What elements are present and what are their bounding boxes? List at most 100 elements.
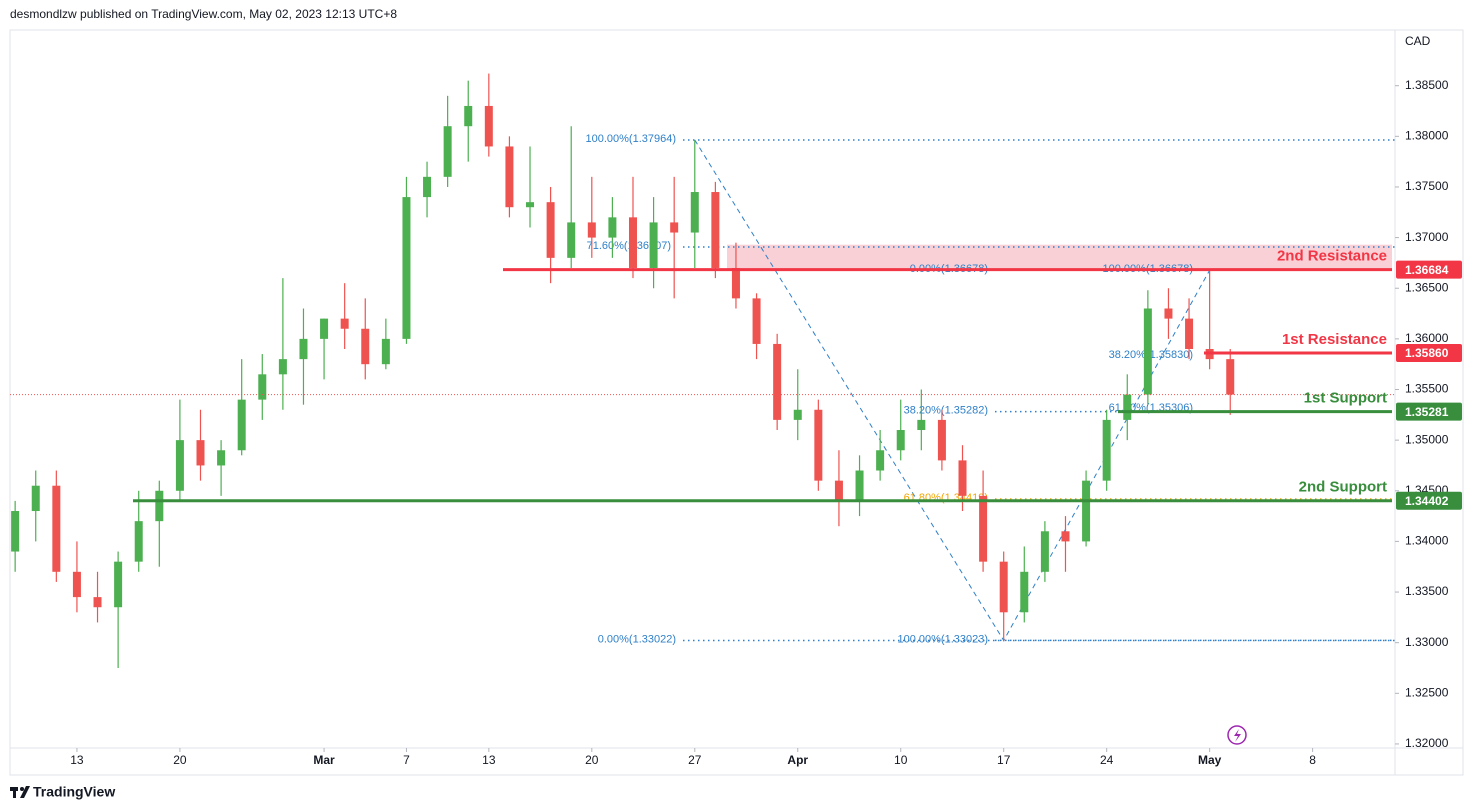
y-tick-label: 1.38000 (1405, 129, 1449, 143)
candle-body (814, 409, 823, 481)
candle-body (443, 126, 452, 177)
fib-label: 38.20%(1.35282) (904, 404, 988, 416)
x-tick-label: 10 (894, 753, 908, 767)
plot: 100.00%(1.37964) 71.60%(1.36907) 0.00%(1.3… (10, 73, 1395, 668)
level-name: 1st Resistance (1282, 331, 1387, 348)
candle-body (1061, 531, 1070, 542)
fib-label: 100.00%(1.33023) (897, 633, 988, 645)
y-tick-label: 1.38500 (1405, 78, 1449, 92)
axis-unit: CAD (1405, 34, 1431, 48)
y-tick-label: 1.37000 (1405, 230, 1449, 244)
candle-body (896, 430, 905, 451)
candle-body (237, 399, 246, 451)
candle-body (1185, 318, 1194, 349)
frame (9, 29, 1464, 776)
candle-body (876, 450, 885, 471)
candle-body (340, 318, 349, 329)
candle-body (834, 480, 843, 501)
price-badge-label: 1.35281 (1405, 405, 1449, 419)
candle-body (1102, 419, 1111, 481)
candle-body (1082, 480, 1091, 542)
candle-body (690, 192, 699, 233)
candle-body (773, 343, 782, 420)
candle-body (175, 440, 184, 491)
price-badge-label: 1.35860 (1405, 346, 1449, 360)
candle-body (567, 222, 576, 258)
y-tick-label: 1.35500 (1405, 382, 1449, 396)
candle-body (937, 419, 946, 461)
price-badge (1396, 344, 1462, 363)
candle-body (72, 571, 81, 598)
x-tick-label: 13 (70, 753, 84, 767)
fib-label: 71.60%(1.36907) (587, 240, 671, 252)
x-tick-label: 20 (173, 753, 187, 767)
x-tick-label: 7 (403, 753, 410, 767)
candle-body (628, 217, 637, 268)
price-badge (1396, 402, 1462, 421)
candle-body (526, 202, 535, 208)
candle-body (93, 597, 102, 608)
y-tick-label: 1.35000 (1405, 432, 1449, 446)
x-tick-label: 24 (1100, 753, 1114, 767)
candle-body (855, 470, 864, 501)
y-tick-label: 1.33000 (1405, 635, 1449, 649)
y-tick-label: 1.34000 (1405, 534, 1449, 548)
candle-body (731, 267, 740, 299)
candle-body (258, 374, 267, 400)
candle-body (670, 222, 679, 233)
price-badge (1396, 260, 1462, 279)
brand-logo (10, 786, 30, 798)
candle-body (134, 521, 143, 562)
candle-body (1020, 571, 1029, 613)
y-tick-label: 1.36000 (1405, 331, 1449, 345)
x-tick-label: 13 (482, 753, 496, 767)
candle-body (608, 217, 617, 238)
candle-body (979, 495, 988, 562)
candle-body (278, 359, 287, 375)
fib-label: 100.00%(1.37964) (585, 133, 676, 145)
level-name: 2nd Resistance (1277, 248, 1387, 265)
alert-icon[interactable] (1227, 725, 1247, 745)
candle-body (52, 485, 61, 572)
level-name: 2nd Support (1299, 479, 1387, 496)
candle-body (217, 450, 226, 466)
x-tick-label: Mar (313, 753, 335, 767)
candle-body (381, 338, 390, 365)
candle-body (1164, 308, 1173, 319)
candle-body (1123, 394, 1132, 420)
candle-body (1040, 531, 1049, 572)
candle-body (1143, 308, 1152, 395)
x-tick-label: May (1198, 753, 1222, 767)
price-badge (1396, 491, 1462, 510)
candle-body (793, 409, 802, 420)
brand-name: TradingView (33, 784, 115, 800)
resistance-zone (727, 244, 1392, 270)
x-tick-label: 17 (997, 753, 1011, 767)
candle-body (917, 419, 926, 431)
x-tick-label: Apr (787, 753, 808, 767)
candle-body (11, 511, 20, 552)
candle-body (114, 561, 123, 608)
y-tick-label: 1.33500 (1405, 584, 1449, 598)
candle-body (423, 176, 432, 198)
y-tick-label: 1.37500 (1405, 179, 1449, 193)
candle-body (546, 202, 555, 258)
candle-body (958, 460, 967, 496)
price-badge-label: 1.34402 (1405, 494, 1449, 508)
candle-body (484, 105, 493, 147)
candle-body (361, 328, 370, 365)
x-tick-label: 8 (1309, 753, 1316, 767)
candle-body (196, 440, 205, 466)
candle-body (587, 222, 596, 238)
candle-body (752, 298, 761, 344)
header: desmondlzw published on TradingView.com,… (10, 7, 397, 21)
y-tick-label: 1.36500 (1405, 280, 1449, 294)
candle-body (999, 561, 1008, 613)
candle-body (299, 338, 308, 360)
candle-body (320, 318, 329, 339)
candle-body (711, 192, 720, 268)
y-tick-label: 1.32500 (1405, 685, 1449, 699)
candle-body (155, 490, 164, 522)
